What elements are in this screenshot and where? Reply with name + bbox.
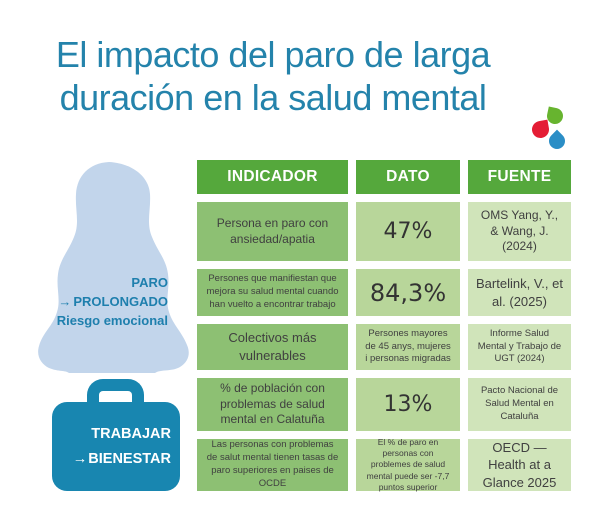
table-cell-dato: 84,3% [356, 269, 460, 316]
page-title: El impacto del paro de larga duración en… [22, 33, 524, 119]
table-cell-fuente: Pacto Nacional de Salud Mental en Catalu… [468, 378, 571, 431]
red-drop-icon [530, 119, 551, 140]
page-title-line1: El impacto del paro de larga [55, 34, 491, 75]
table-header-indicador: INDICADOR [197, 160, 348, 194]
indicator-table: INDICADOR DATO FUENTE Persona en paro co… [197, 160, 571, 492]
briefcase-body: TRABAJAR →BIENESTAR [52, 402, 180, 491]
briefcase-label-trabajar: TRABAJAR [91, 426, 171, 442]
woman-silhouette-icon [38, 162, 189, 373]
table-cell-fuente: OMS Yang, Y., & Wang, J. (2024) [468, 202, 571, 261]
table-cell-dato: 13% [356, 378, 460, 431]
page-title-line2: duración en la salud mental [59, 77, 487, 118]
briefcase-label-bienestar: →BIENESTAR [72, 451, 171, 467]
silhouette-caption: PARO → PROLONGADO Riesgo emocional [35, 273, 168, 330]
table-cell-dato: El % de paro en personas con problemes d… [356, 437, 460, 492]
table-cell-fuente: OECD — Health at a Glance 2025 [468, 439, 571, 491]
caption-riesgo: Riesgo emocional [56, 313, 168, 328]
table-cell-fuente: Informe Salud Mental y Trabajo de UGT (2… [468, 324, 571, 370]
green-drop-icon [545, 106, 565, 126]
table-header-fuente: FUENTE [468, 160, 571, 194]
table-cell-fuente: Bartelink, V., et al. (2025) [468, 269, 571, 316]
arrow-right-icon: → [58, 294, 72, 309]
table-cell-indicador: Persones que manifiestan que mejora su s… [197, 269, 348, 316]
table-cell-dato: 47% [356, 202, 460, 261]
table-cell-indicador: Persona en paro con ansiedad/apatia [197, 202, 348, 261]
table-cell-dato: Persones mayores de 45 anys, mujeres i p… [356, 324, 460, 370]
table-header-dato: DATO [356, 160, 460, 194]
table-cell-indicador: Las personas con problemas de salut ment… [197, 439, 348, 491]
arrow-right-icon: → [72, 451, 88, 467]
table-cell-indicador: % de población con problemas de salud me… [197, 378, 348, 431]
briefcase-icon: TRABAJAR →BIENESTAR [52, 379, 180, 492]
caption-paro: PARO [131, 275, 168, 290]
blue-drop-icon [545, 129, 569, 153]
table-cell-indicador: Colectivos más vulnerables [197, 324, 348, 370]
caption-prolongado: → PROLONGADO [58, 294, 168, 309]
